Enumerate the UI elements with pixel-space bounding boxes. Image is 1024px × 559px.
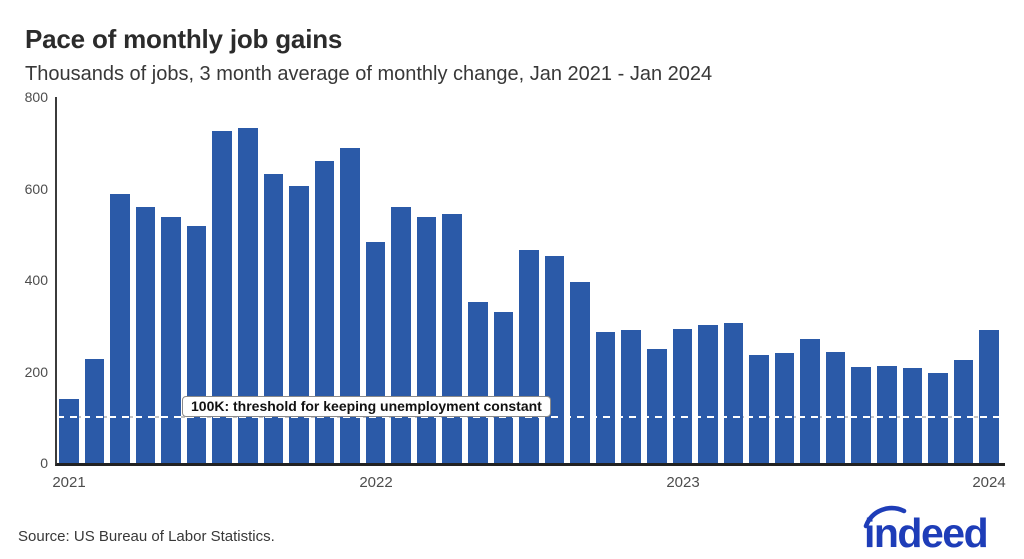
bar [263, 173, 284, 463]
bar [161, 216, 181, 463]
bar [340, 148, 360, 463]
bar [851, 366, 871, 463]
bar [979, 330, 999, 463]
bar [110, 193, 130, 463]
bar [365, 242, 386, 463]
source-note: Source: US Bureau of Labor Statistics. [18, 528, 275, 545]
bar [468, 302, 488, 463]
y-tick-label: 800 [24, 89, 48, 105]
bar [723, 323, 744, 463]
plot-area: 0 200 400 600 800 100K: threshold for keepin… [25, 89, 1006, 491]
x-tick-label: 2024 [972, 474, 1006, 491]
y-tick-label: 400 [24, 272, 48, 288]
bar [825, 352, 846, 463]
y-tick-label: 600 [24, 180, 48, 197]
chart-subtitle: Thousands of jobs, 3 month average of mo… [25, 63, 713, 85]
y-tick-label: 200 [24, 363, 48, 380]
bar [84, 358, 105, 463]
bar [749, 354, 769, 463]
threshold-line [57, 416, 999, 419]
bar [570, 281, 590, 463]
bar [442, 213, 462, 463]
chart-title: Pace of monthly job gains [25, 24, 343, 54]
bar [621, 329, 641, 463]
bar [800, 338, 820, 463]
y-tick-label: 0 [40, 455, 48, 471]
bar [646, 348, 667, 463]
bar [237, 128, 258, 463]
bar [416, 216, 437, 463]
x-tick-label: 2023 [666, 474, 700, 491]
bar [212, 130, 232, 463]
indeed-logo: indeed [863, 505, 989, 553]
x-tick-label: 2021 [52, 474, 86, 491]
bar [135, 206, 156, 463]
bar [289, 186, 309, 463]
bar [493, 312, 514, 463]
bar [953, 359, 974, 463]
bar [595, 332, 616, 463]
bar [59, 398, 79, 463]
bar [774, 352, 795, 463]
threshold-annotation: 100K: threshold for keeping unemployment… [182, 396, 551, 417]
bar [672, 329, 693, 463]
bar [519, 249, 539, 463]
bar [544, 256, 565, 463]
bar [877, 365, 897, 463]
bar [391, 206, 411, 463]
indeed-logo-arc [863, 505, 907, 529]
bar [314, 161, 335, 463]
x-tick-label: 2022 [359, 474, 393, 491]
bar [186, 226, 207, 463]
bar [698, 325, 718, 463]
bar [902, 368, 923, 463]
indeed-logo-text: indeed [864, 510, 987, 553]
